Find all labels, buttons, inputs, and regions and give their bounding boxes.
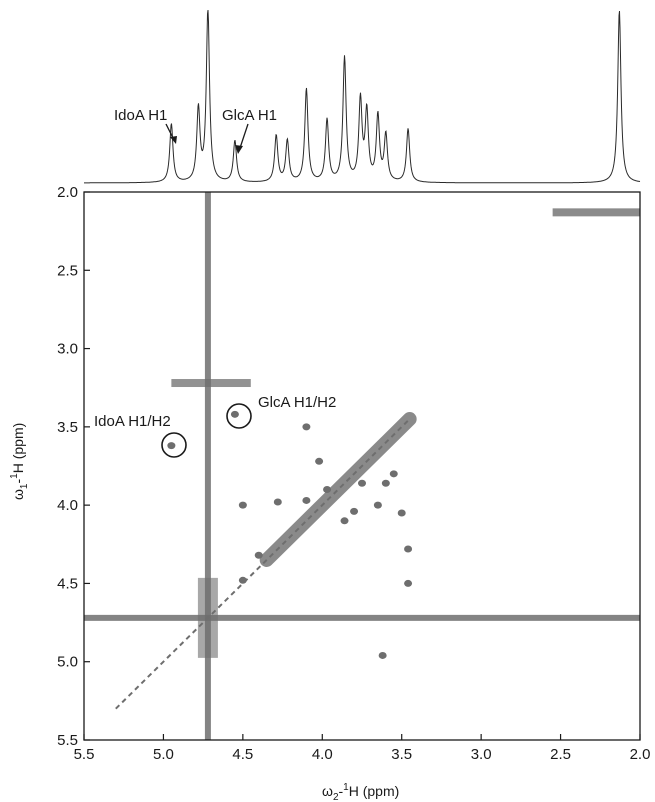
y-axis-title: ω1-1H (ppm) xyxy=(9,423,30,500)
x-tick-label: 5.0 xyxy=(153,746,174,763)
x-tick-label: 3.0 xyxy=(471,746,492,763)
cross-peaks xyxy=(167,410,413,659)
1d-spectrum xyxy=(84,9,641,184)
plot-frame xyxy=(83,191,641,741)
cross-peak xyxy=(397,509,406,517)
acetate-horizontal-streak xyxy=(552,208,640,217)
annotation-glca-h1: GlcA H1 xyxy=(222,107,277,154)
cross-peak xyxy=(358,479,366,487)
x-tick-label: 2.5 xyxy=(550,746,571,763)
cross-peak xyxy=(381,479,390,487)
x-axis-ticks: 5.5 5.0 4.5 4.0 3.5 3.0 2.5 2.0 xyxy=(74,734,651,763)
cross-peak xyxy=(340,517,349,525)
1d-spectrum-trace xyxy=(84,9,641,184)
solvent-horizontal-streak xyxy=(84,614,640,621)
cross-peak xyxy=(167,442,176,450)
cross-peak xyxy=(273,498,282,506)
y-tick-label: 3.5 xyxy=(57,419,78,436)
annotation-glca-h1h2-circle xyxy=(226,403,252,429)
2d-plot-area xyxy=(83,191,641,741)
annotation-glca-h1-arrow xyxy=(239,123,249,149)
y-tick-label: 3.0 xyxy=(57,341,78,358)
y-tick-label: 2.5 xyxy=(57,262,78,279)
cross-peak xyxy=(238,576,247,584)
cross-peak xyxy=(230,410,239,418)
cross-peak xyxy=(302,496,311,504)
x-tick-label: 5.5 xyxy=(74,746,95,763)
y-tick-label: 5.5 xyxy=(57,732,78,749)
solvent-streaks xyxy=(84,192,640,740)
cross-peak xyxy=(404,545,413,553)
annotation-idoa-h1h2-circle xyxy=(161,432,187,458)
annotation-glca-h1h2-label: GlcA H1/H2 xyxy=(258,394,336,411)
annotation-idoa-h1-label: IdoA H1 xyxy=(114,107,167,124)
y-tick-label: 2.0 xyxy=(57,184,78,201)
x-axis-title: ω2-1H (ppm) xyxy=(322,782,399,802)
y-tick-label: 5.0 xyxy=(57,654,78,671)
cross-peak xyxy=(350,507,359,515)
cross-peak xyxy=(404,579,413,587)
cross-peak xyxy=(389,470,398,478)
solvent-vertical-streak xyxy=(204,192,211,740)
x-tick-label: 2.0 xyxy=(630,746,651,763)
streak-3p22 xyxy=(171,379,251,388)
annotation-glca-h1-label: GlcA H1 xyxy=(222,107,277,124)
x-tick-label: 3.5 xyxy=(391,746,412,763)
x-tick-label: 4.0 xyxy=(312,746,333,763)
annotation-idoa-h1-arrowhead xyxy=(170,136,177,144)
x-tick-label: 4.5 xyxy=(232,746,253,763)
cross-peak xyxy=(302,423,311,431)
y-tick-label: 4.5 xyxy=(57,575,78,592)
cross-peak xyxy=(378,651,387,659)
cross-peak xyxy=(373,501,382,509)
cross-peak xyxy=(323,485,332,493)
diagonal-band xyxy=(259,412,417,567)
annotation-glca-h1-arrowhead xyxy=(235,145,243,154)
annotation-idoa-h1: IdoA H1 xyxy=(114,107,177,144)
cross-peak xyxy=(238,501,247,509)
y-tick-label: 4.0 xyxy=(57,497,78,514)
y-axis-ticks: 2.0 2.5 3.0 3.5 4.0 4.5 5.0 5.5 xyxy=(57,184,90,749)
cross-peak xyxy=(315,457,324,465)
cross-peak xyxy=(254,551,263,559)
annotation-idoa-h1h2-label: IdoA H1/H2 xyxy=(94,413,171,430)
